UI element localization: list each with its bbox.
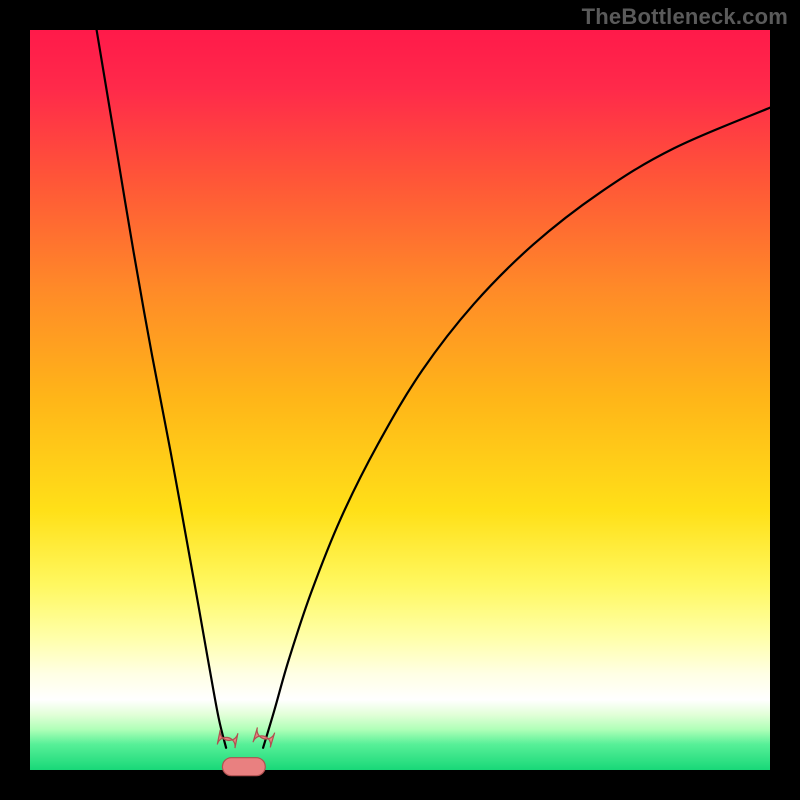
watermark-text: TheBottleneck.com	[582, 4, 788, 30]
marker-bar	[222, 758, 265, 776]
plot-background	[30, 30, 770, 770]
chart-container: TheBottleneck.com	[0, 0, 800, 800]
bottleneck-chart	[0, 0, 800, 800]
